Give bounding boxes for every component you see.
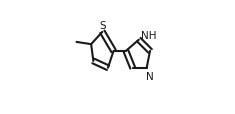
- Text: S: S: [99, 20, 106, 30]
- Text: N: N: [146, 71, 153, 81]
- Text: NH: NH: [141, 31, 156, 41]
